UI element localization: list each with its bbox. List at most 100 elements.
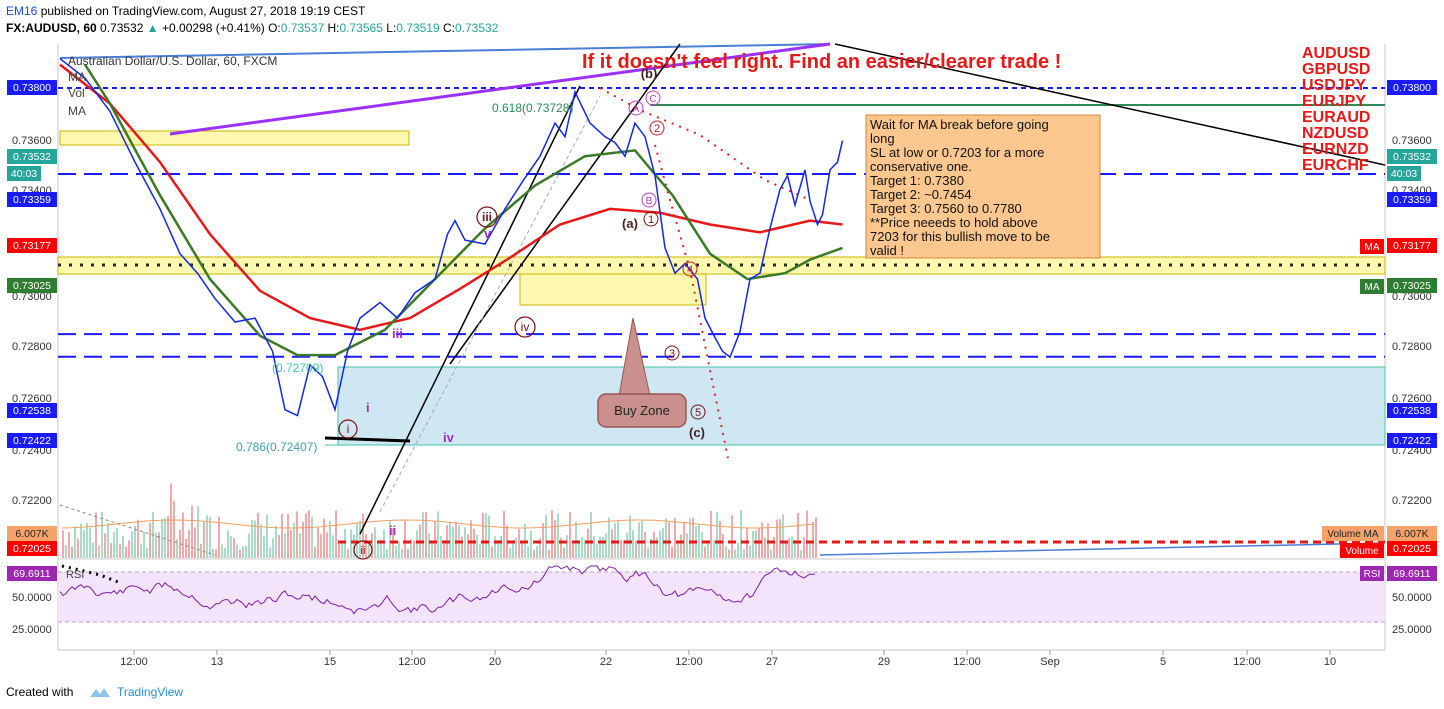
volume-bar <box>131 531 133 558</box>
volume-bar <box>731 515 733 558</box>
ma-red-line[interactable] <box>59 63 843 332</box>
volume-bar <box>749 545 751 558</box>
price-line[interactable] <box>59 58 844 417</box>
volume-bar <box>617 520 619 558</box>
legend-ma-2[interactable]: MA <box>68 104 86 118</box>
volume-bar <box>512 543 514 558</box>
right-price-label: 0.73025 <box>1393 280 1431 292</box>
volume-bar <box>116 528 118 558</box>
volume-bar <box>347 549 349 558</box>
buy-zone-callout[interactable] <box>597 393 687 428</box>
rsi-line[interactable] <box>59 565 816 615</box>
buy-zone-box[interactable] <box>337 366 1386 446</box>
volume-bar <box>644 531 646 558</box>
wave-circle-iii <box>476 206 498 228</box>
open-label: O: <box>268 21 281 35</box>
volume-bar <box>800 549 802 558</box>
note-box[interactable] <box>865 114 1101 259</box>
volume-bar <box>626 532 628 558</box>
blue-trend-line[interactable] <box>59 43 831 59</box>
volume-bar <box>98 545 100 558</box>
channel-lower-line[interactable] <box>359 85 581 535</box>
volume-ma-line <box>61 519 815 529</box>
volume-bar <box>647 547 649 558</box>
right-price-label-bg <box>1387 403 1437 418</box>
volume-bar <box>389 520 391 558</box>
volume-bar <box>401 548 403 558</box>
resistance-zone[interactable] <box>59 130 410 146</box>
ma-green-line[interactable] <box>83 63 843 357</box>
volume-bar <box>752 531 754 558</box>
open-value: 0.73537 <box>280 21 325 35</box>
volume-bar <box>80 523 82 558</box>
volume-bar <box>755 530 757 558</box>
wave-label-A: A <box>633 104 640 115</box>
purple-trend-line[interactable] <box>169 42 831 136</box>
volume-bar <box>611 529 613 558</box>
volume-bar <box>554 519 556 558</box>
volume-bar <box>494 536 496 558</box>
time-axis[interactable]: 12:00 13 15 12:00 20 22 12:00 27 29 12:00 Sep 5 12:0… <box>120 650 1336 668</box>
price-axis[interactable]: 0.736000.736000.734000.734000.730000.730… <box>12 135 1432 507</box>
rsi-dotted-line <box>61 564 119 584</box>
volume-bar <box>260 524 262 558</box>
price-chart[interactable]: RSI Australian Dollar/U.S. Dollar, 60, F… <box>0 42 1444 680</box>
volume-bar <box>326 532 328 558</box>
volume-bar <box>248 533 250 558</box>
volume-bar <box>368 542 370 558</box>
volume-bar <box>362 513 364 558</box>
channel-upper-line[interactable] <box>449 43 681 365</box>
wave-label-i: i <box>366 400 370 415</box>
volume-bar <box>434 521 436 558</box>
volume-bar <box>86 523 88 558</box>
black-trend-line[interactable] <box>834 43 1386 166</box>
volume-bar <box>686 533 688 558</box>
left-price-label: 0.72538 <box>13 405 51 417</box>
volume-bar <box>221 544 223 558</box>
volume-bar <box>371 533 373 558</box>
right-price-label: 6.007K <box>1395 528 1428 540</box>
volume-bar <box>227 530 229 558</box>
volume-bar <box>314 546 316 558</box>
volume-bar <box>374 527 376 558</box>
wave-circle-iv <box>514 316 536 338</box>
volume-bar <box>536 546 538 558</box>
legend-vol[interactable]: Vol <box>68 86 85 100</box>
volume-bar <box>338 543 340 558</box>
right-price-label: 0.73177 <box>1393 240 1431 252</box>
rsi-axis[interactable]: 50.0000 50.0000 25.0000 25.0000 <box>12 592 1432 636</box>
volume-bar <box>740 510 742 558</box>
wave-label-i-circled: i <box>347 422 350 436</box>
fib-618-label: 0.618(0.73728) <box>492 101 573 115</box>
volume-bar <box>548 549 550 558</box>
volume-bar <box>761 522 763 558</box>
consolidation-zone[interactable] <box>519 273 707 306</box>
volume-bar <box>668 521 670 558</box>
volume-bar <box>161 518 163 558</box>
volume-bar <box>197 506 199 558</box>
volume-bar <box>209 516 211 558</box>
volume-bar <box>77 538 79 558</box>
legend-ma-1[interactable]: MA <box>68 70 86 84</box>
tradingview-link[interactable]: TradingView <box>117 685 184 699</box>
volume-bar <box>791 536 793 558</box>
rsi-tick-right: 25.0000 <box>1392 624 1432 636</box>
left-price-label-bg <box>7 149 57 164</box>
volume-bar <box>71 546 73 558</box>
author-name[interactable]: EM16 <box>6 4 38 18</box>
volume-bar <box>407 548 409 558</box>
pair-audusd: AUDUSD <box>1302 45 1370 62</box>
time-tick-label: 27 <box>766 656 778 668</box>
volume-bar <box>95 512 97 558</box>
volume-bar <box>575 521 577 558</box>
note-line: Target 2: ~0.7454 <box>870 187 972 202</box>
volume-bar <box>689 518 691 558</box>
time-tick-label: 5 <box>1160 656 1166 668</box>
rsi-tag: RSI <box>1364 569 1381 580</box>
chart-header: EM16 published on TradingView.com, Augus… <box>0 0 1444 42</box>
left-price-label-bg <box>7 541 57 556</box>
pair-eurjpy: EURJPY <box>1302 93 1366 110</box>
volume-bar <box>629 515 631 558</box>
volume-bar <box>806 510 808 558</box>
tradingview-logo-icon[interactable] <box>88 684 112 700</box>
